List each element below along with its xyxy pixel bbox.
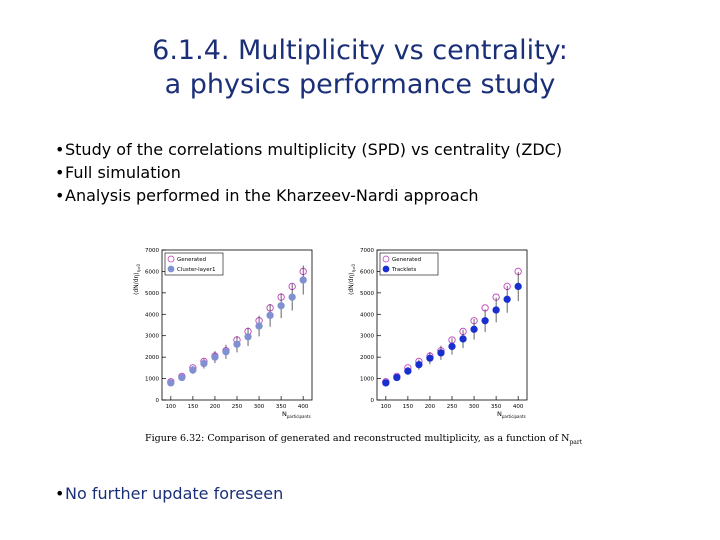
y-tick-label: 4000: [145, 312, 159, 318]
y-tick-label: 6000: [145, 269, 159, 275]
legend-marker: [167, 265, 175, 273]
bullet-glyph: •: [55, 140, 65, 159]
x-axis-label: Nparticipants: [282, 410, 311, 419]
title-line-2: a physics performance study: [164, 69, 556, 100]
bullet-item: •Study of the correlations multiplicity …: [55, 140, 563, 159]
bullet-item: •Full simulation: [55, 163, 181, 182]
filled-data-point: [426, 354, 434, 362]
legend-marker: [167, 255, 175, 263]
x-tick-label: 350: [491, 404, 502, 410]
y-axis-label: ⟨dN/dη⟩η=0: [348, 263, 356, 295]
y-tick-label: 1000: [360, 377, 374, 383]
y-tick-label: 5000: [145, 291, 159, 297]
filled-data-point: [382, 379, 390, 387]
bullet-glyph: •: [55, 484, 65, 503]
y-tick-label: 0: [156, 398, 160, 404]
x-tick-label: 150: [188, 404, 199, 410]
filled-data-point: [492, 306, 500, 314]
x-tick-label: 300: [254, 404, 265, 410]
legend-marker: [382, 265, 390, 273]
filled-data-point: [393, 373, 401, 382]
y-tick-label: 3000: [145, 334, 159, 340]
x-axis-label-sub: participants: [287, 414, 311, 419]
filled-data-point: [266, 311, 274, 320]
y-tick-label: 7000: [145, 248, 159, 254]
filled-data-point: [503, 295, 511, 303]
filled-data-point: [288, 293, 296, 301]
bullet-glyph: •: [55, 163, 65, 182]
filled-data-point: [415, 360, 423, 369]
footer-bullet: •No further update foreseen: [55, 484, 283, 503]
filled-data-point: [211, 353, 219, 361]
x-tick-label: 300: [469, 404, 480, 410]
filled-data-point: [299, 276, 307, 284]
y-axis-label-sub: η=0: [351, 263, 356, 272]
filled-data-point: [244, 333, 252, 341]
filled-data-point: [481, 317, 489, 325]
y-tick-label: 3000: [360, 334, 374, 340]
legend-label: Tracklets: [391, 267, 416, 273]
x-tick-label: 250: [232, 404, 243, 410]
footer-bullet-text: No further update foreseen: [65, 484, 284, 503]
filled-data-point: [437, 349, 445, 357]
filled-data-point: [404, 367, 412, 375]
x-tick-label: 250: [447, 404, 458, 410]
legend: Generated Tracklets: [379, 252, 439, 276]
y-tick-label: 7000: [360, 248, 374, 254]
y-tick-label: 2000: [360, 355, 374, 361]
filled-data-point: [255, 322, 263, 330]
figure: 0 1000 2000 3000 4000 5000 6000 7000 100 150 200 25…: [110, 238, 582, 458]
x-tick-label: 400: [298, 404, 309, 410]
caption-subscript: part: [569, 438, 583, 446]
filled-data-point: [178, 373, 186, 382]
figure-caption: Figure 6.32: Comparison of generated and…: [145, 433, 582, 446]
legend-marker: [382, 255, 390, 263]
title-line-1: 6.1.4. Multiplicity vs centrality:: [152, 35, 568, 66]
caption-label: Figure 6.32:: [145, 433, 205, 444]
legend: Generated Cluster-layer1: [164, 252, 224, 276]
x-tick-label: 200: [210, 404, 221, 410]
bullet-list: •Study of the correlations multiplicity …: [55, 138, 562, 207]
y-tick-label: 5000: [360, 291, 374, 297]
x-tick-label: 150: [403, 404, 414, 410]
filled-data-point: [200, 359, 208, 368]
filled-data-point: [233, 340, 241, 348]
legend-label: Generated: [177, 257, 206, 263]
filled-data-point: [459, 335, 467, 343]
filled-data-point: [167, 379, 175, 387]
x-tick-label: 400: [513, 404, 524, 410]
y-tick-label: 1000: [145, 377, 159, 383]
legend-box: [379, 252, 439, 276]
y-tick-label: 2000: [145, 355, 159, 361]
x-tick-label: 200: [425, 404, 436, 410]
x-axis-label-sub: participants: [502, 414, 526, 419]
bullet-item: •Analysis performed in the Kharzeev-Nard…: [55, 186, 479, 205]
chart-panel-2: 0 1000 2000 3000 4000 5000 6000 7000 100 150 200 25…: [348, 248, 528, 419]
y-tick-label: 0: [371, 398, 375, 404]
x-axis-label: Nparticipants: [497, 410, 526, 419]
legend-box: [164, 252, 224, 276]
legend-label: Generated: [392, 257, 421, 263]
filled-data-point: [222, 348, 230, 356]
filled-data-point: [448, 342, 456, 351]
legend-label: Cluster-layer1: [177, 267, 215, 273]
y-tick-label: 6000: [360, 269, 374, 275]
filled-data-point: [470, 325, 478, 333]
y-tick-label: 4000: [360, 312, 374, 318]
x-tick-label: 100: [381, 404, 392, 410]
bullet-glyph: •: [55, 186, 65, 205]
y-axis-label-sub: η=0: [136, 263, 141, 272]
slide-title: 6.1.4. Multiplicity vs centrality: a phy…: [0, 34, 720, 102]
caption-text: Comparison of generated and reconstructe…: [207, 433, 570, 444]
filled-data-point: [277, 302, 285, 310]
chart-panel-1: 0 1000 2000 3000 4000 5000 6000 7000 100 150 200 25…: [133, 248, 313, 419]
filled-data-point: [514, 282, 522, 291]
filled-data-point: [189, 366, 197, 374]
y-axis-label: ⟨dN/dη⟩η=0: [133, 263, 141, 295]
x-tick-label: 350: [276, 404, 287, 410]
x-tick-label: 100: [166, 404, 177, 410]
